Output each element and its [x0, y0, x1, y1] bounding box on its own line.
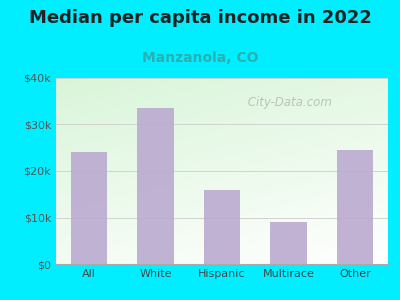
- Text: Median per capita income in 2022: Median per capita income in 2022: [28, 9, 372, 27]
- Bar: [204, 190, 240, 264]
- Bar: [137, 108, 174, 264]
- Text: City-Data.com: City-Data.com: [244, 96, 332, 109]
- Bar: [71, 152, 108, 264]
- Bar: [336, 150, 373, 264]
- Bar: [270, 222, 307, 264]
- Text: Manzanola, CO: Manzanola, CO: [142, 51, 258, 65]
